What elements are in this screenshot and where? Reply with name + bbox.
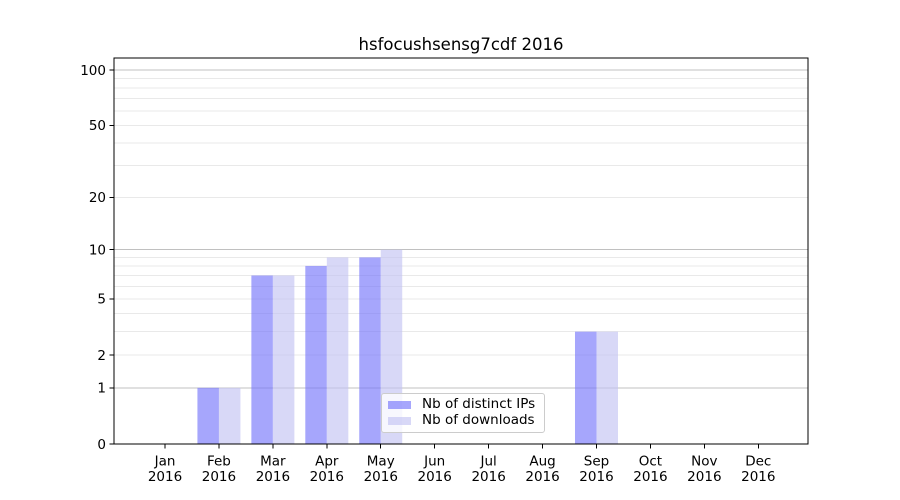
y-tick-label: 20 (89, 190, 106, 206)
bar-feb-downloads (218, 387, 241, 444)
x-tick-label-month: Aug (529, 454, 555, 470)
x-tick-label-year: 2016 (418, 469, 452, 485)
bar-may-distinct-ips (359, 257, 381, 444)
bar-apr-downloads (326, 257, 349, 444)
x-tick-label-month: Jun (423, 454, 445, 470)
bar-sep-distinct-ips (574, 331, 597, 444)
x-tick-label-year: 2016 (687, 469, 721, 485)
x-tick-label-year: 2016 (148, 469, 182, 485)
x-tick-label-year: 2016 (202, 469, 236, 485)
axes-layer: 1005020105210Jan2016Feb2016Mar2016Apr201… (80, 57, 809, 485)
x-tick-label-month: May (367, 454, 395, 470)
legend-item-distinct-ips: Nb of distinct IPs (388, 398, 538, 412)
legend: Nb of distinct IPs Nb of downloads (381, 393, 545, 433)
legend-label-downloads: Nb of downloads (422, 412, 535, 429)
x-tick-label-month: Jul (479, 454, 496, 470)
bar-mar-distinct-ips (251, 275, 273, 444)
x-tick-label-year: 2016 (579, 469, 613, 485)
bar-feb-distinct-ips (197, 387, 219, 444)
x-tick-label-month: Mar (260, 454, 286, 470)
y-tick-label: 1 (97, 381, 106, 397)
x-tick-label-month: Nov (691, 454, 717, 470)
x-tick-label-year: 2016 (364, 469, 398, 485)
x-tick-label-year: 2016 (256, 469, 290, 485)
x-tick-label-year: 2016 (525, 469, 559, 485)
legend-label-distinct-ips: Nb of distinct IPs (422, 396, 536, 413)
bar-sep-downloads (596, 331, 618, 444)
legend-item-downloads: Nb of downloads (388, 414, 538, 428)
x-tick-label-year: 2016 (633, 469, 667, 485)
y-tick-label: 50 (89, 118, 106, 134)
x-tick-label-month: Oct (639, 454, 662, 470)
x-tick-label-month: Dec (745, 454, 771, 470)
bar-apr-distinct-ips (305, 265, 327, 444)
x-tick-label-year: 2016 (741, 469, 775, 485)
x-tick-label-month: Apr (315, 454, 339, 470)
y-tick-label: 10 (89, 242, 106, 258)
x-tick-label-year: 2016 (310, 469, 344, 485)
x-tick-label-month: Jan (154, 454, 176, 470)
y-tick-label: 100 (80, 63, 106, 79)
x-tick-label-month: Feb (207, 454, 231, 470)
x-tick-label-month: Sep (584, 454, 609, 470)
legend-swatch-downloads (388, 416, 411, 425)
legend-swatch-distinct-ips (388, 401, 411, 410)
gridlines-layer (114, 69, 808, 389)
bar-mar-downloads (272, 275, 295, 444)
y-tick-label: 0 (97, 437, 106, 453)
y-tick-label: 5 (97, 292, 106, 308)
x-tick-label-year: 2016 (471, 469, 505, 485)
axes-frame (113, 57, 809, 445)
y-tick-label: 2 (97, 348, 106, 364)
chart-title: hsfocushsensg7cdf 2016 (359, 35, 564, 54)
